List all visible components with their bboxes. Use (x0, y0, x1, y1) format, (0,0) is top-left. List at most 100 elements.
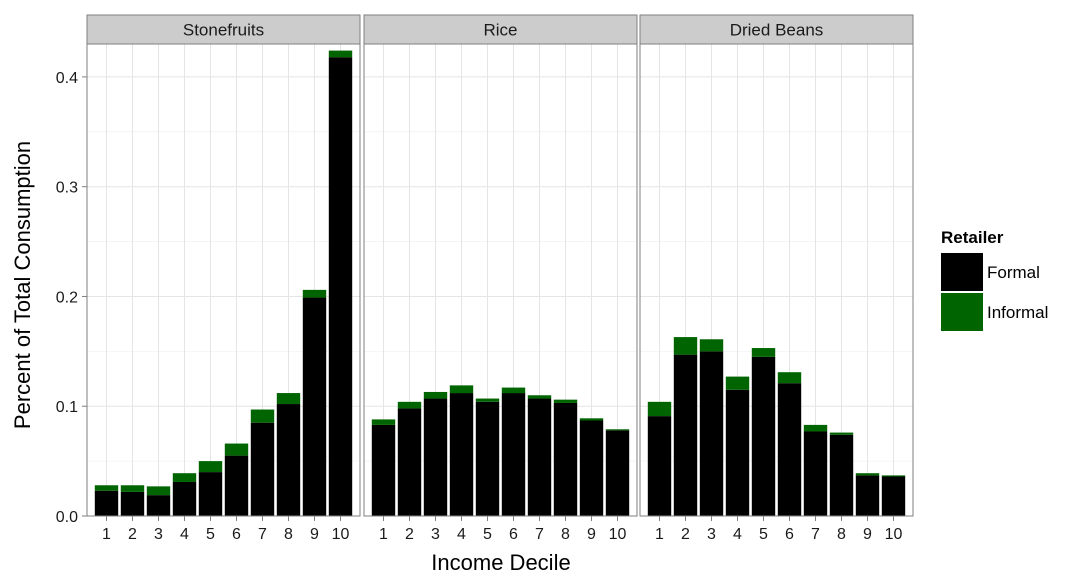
bar-formal (803, 431, 828, 516)
facet-strip-label: Stonefruits (183, 21, 264, 40)
bar-formal (371, 424, 396, 516)
bar-informal (328, 50, 353, 58)
bar-formal (475, 401, 500, 516)
y-tick-label: 0.4 (56, 70, 78, 87)
bar-formal (673, 354, 698, 516)
y-axis-title: Percent of Total Consumption (10, 141, 35, 429)
bar-informal (224, 443, 249, 456)
x-tick-label: 1 (655, 526, 664, 543)
panel-border (86, 43, 361, 517)
bar-formal (699, 351, 724, 516)
bar-informal (146, 486, 171, 496)
x-tick-label: 10 (332, 526, 350, 543)
bar-informal (250, 409, 275, 423)
x-tick-label: 1 (379, 526, 388, 543)
bar-informal (449, 385, 474, 394)
x-tick-label: 1 (102, 526, 111, 543)
x-tick-label: 7 (535, 526, 544, 543)
legend-label-informal: Informal (987, 303, 1048, 322)
bar-informal (699, 339, 724, 352)
x-tick-label: 5 (759, 526, 768, 543)
bar-formal (829, 434, 854, 516)
bar-informal (647, 401, 672, 417)
bar-informal (881, 475, 906, 477)
bar-formal (423, 398, 448, 516)
bar-informal (423, 391, 448, 399)
facet-panel: Stonefruits 1 2 3 4 5 6 7 8 9 10 (86, 14, 361, 543)
bar-formal (250, 422, 275, 516)
x-tick-label: 5 (206, 526, 215, 543)
x-tick-label: 9 (587, 526, 596, 543)
facet-strip (639, 14, 914, 45)
bar-formal (146, 495, 171, 516)
legend-title: Retailer (941, 228, 1004, 247)
facet-strip-label: Dried Beans (730, 21, 824, 40)
bar-informal (751, 348, 776, 357)
bar-informal (527, 395, 552, 399)
y-tick-label: 0.2 (56, 289, 78, 306)
x-tick-label: 2 (128, 526, 137, 543)
y-tick-label: 0.0 (56, 509, 78, 526)
facet-panel: Dried Beans 1 2 3 4 5 6 7 8 9 10 (639, 14, 914, 543)
x-tick-label: 10 (609, 526, 627, 543)
bar-informal (803, 424, 828, 432)
x-tick-label: 6 (232, 526, 241, 543)
bar-formal (777, 383, 802, 516)
bar-formal (501, 393, 526, 516)
facet-strip-label: Rice (483, 21, 517, 40)
legend: Retailer Formal Informal (941, 228, 1048, 331)
bar-informal (673, 337, 698, 355)
y-tick-label: 0.1 (56, 399, 78, 416)
legend-label-formal: Formal (987, 263, 1040, 282)
x-tick-label: 9 (863, 526, 872, 543)
bar-informal (605, 429, 630, 431)
bar-informal (371, 419, 396, 425)
bar-formal (224, 455, 249, 516)
bar-formal (881, 476, 906, 516)
x-tick-label: 10 (885, 526, 903, 543)
y-axis: 0.0 0.1 0.2 0.3 0.4 (56, 70, 87, 526)
facet-strip (363, 14, 638, 45)
facet-strip (86, 14, 361, 45)
bar-informal (94, 485, 119, 491)
bar-informal (553, 399, 578, 403)
bar-formal (328, 57, 353, 517)
bar-informal (579, 418, 604, 421)
bar-formal (172, 481, 197, 516)
bar-formal (647, 416, 672, 516)
bar-formal (553, 402, 578, 516)
bar-formal (855, 475, 880, 516)
x-axis-title: Income Decile (431, 550, 570, 575)
bar-formal (94, 490, 119, 516)
bar-informal (172, 473, 197, 482)
bar-informal (397, 401, 422, 409)
x-tick-label: 4 (733, 526, 742, 543)
bar-informal (855, 473, 880, 476)
x-tick-label: 8 (284, 526, 293, 543)
x-tick-label: 2 (681, 526, 690, 543)
x-tick-label: 4 (457, 526, 466, 543)
bar-informal (276, 393, 301, 405)
panel-border (639, 43, 914, 517)
bar-informal (120, 485, 145, 492)
x-tick-label: 9 (310, 526, 319, 543)
x-tick-label: 8 (561, 526, 570, 543)
bar-formal (120, 491, 145, 516)
y-tick-label: 0.3 (56, 180, 78, 197)
bar-formal (198, 472, 223, 516)
bar-informal (829, 432, 854, 435)
x-tick-label: 5 (483, 526, 492, 543)
bar-formal (751, 356, 776, 516)
bar-informal (501, 387, 526, 394)
bar-informal (777, 372, 802, 384)
x-tick-label: 6 (509, 526, 518, 543)
bar-formal (302, 297, 327, 516)
bar-informal (475, 398, 500, 402)
bar-formal (605, 430, 630, 516)
bar-informal (725, 376, 750, 390)
bar-formal (527, 398, 552, 516)
x-tick-label: 3 (154, 526, 163, 543)
legend-swatch-formal (941, 253, 983, 291)
bar-informal (302, 289, 327, 298)
